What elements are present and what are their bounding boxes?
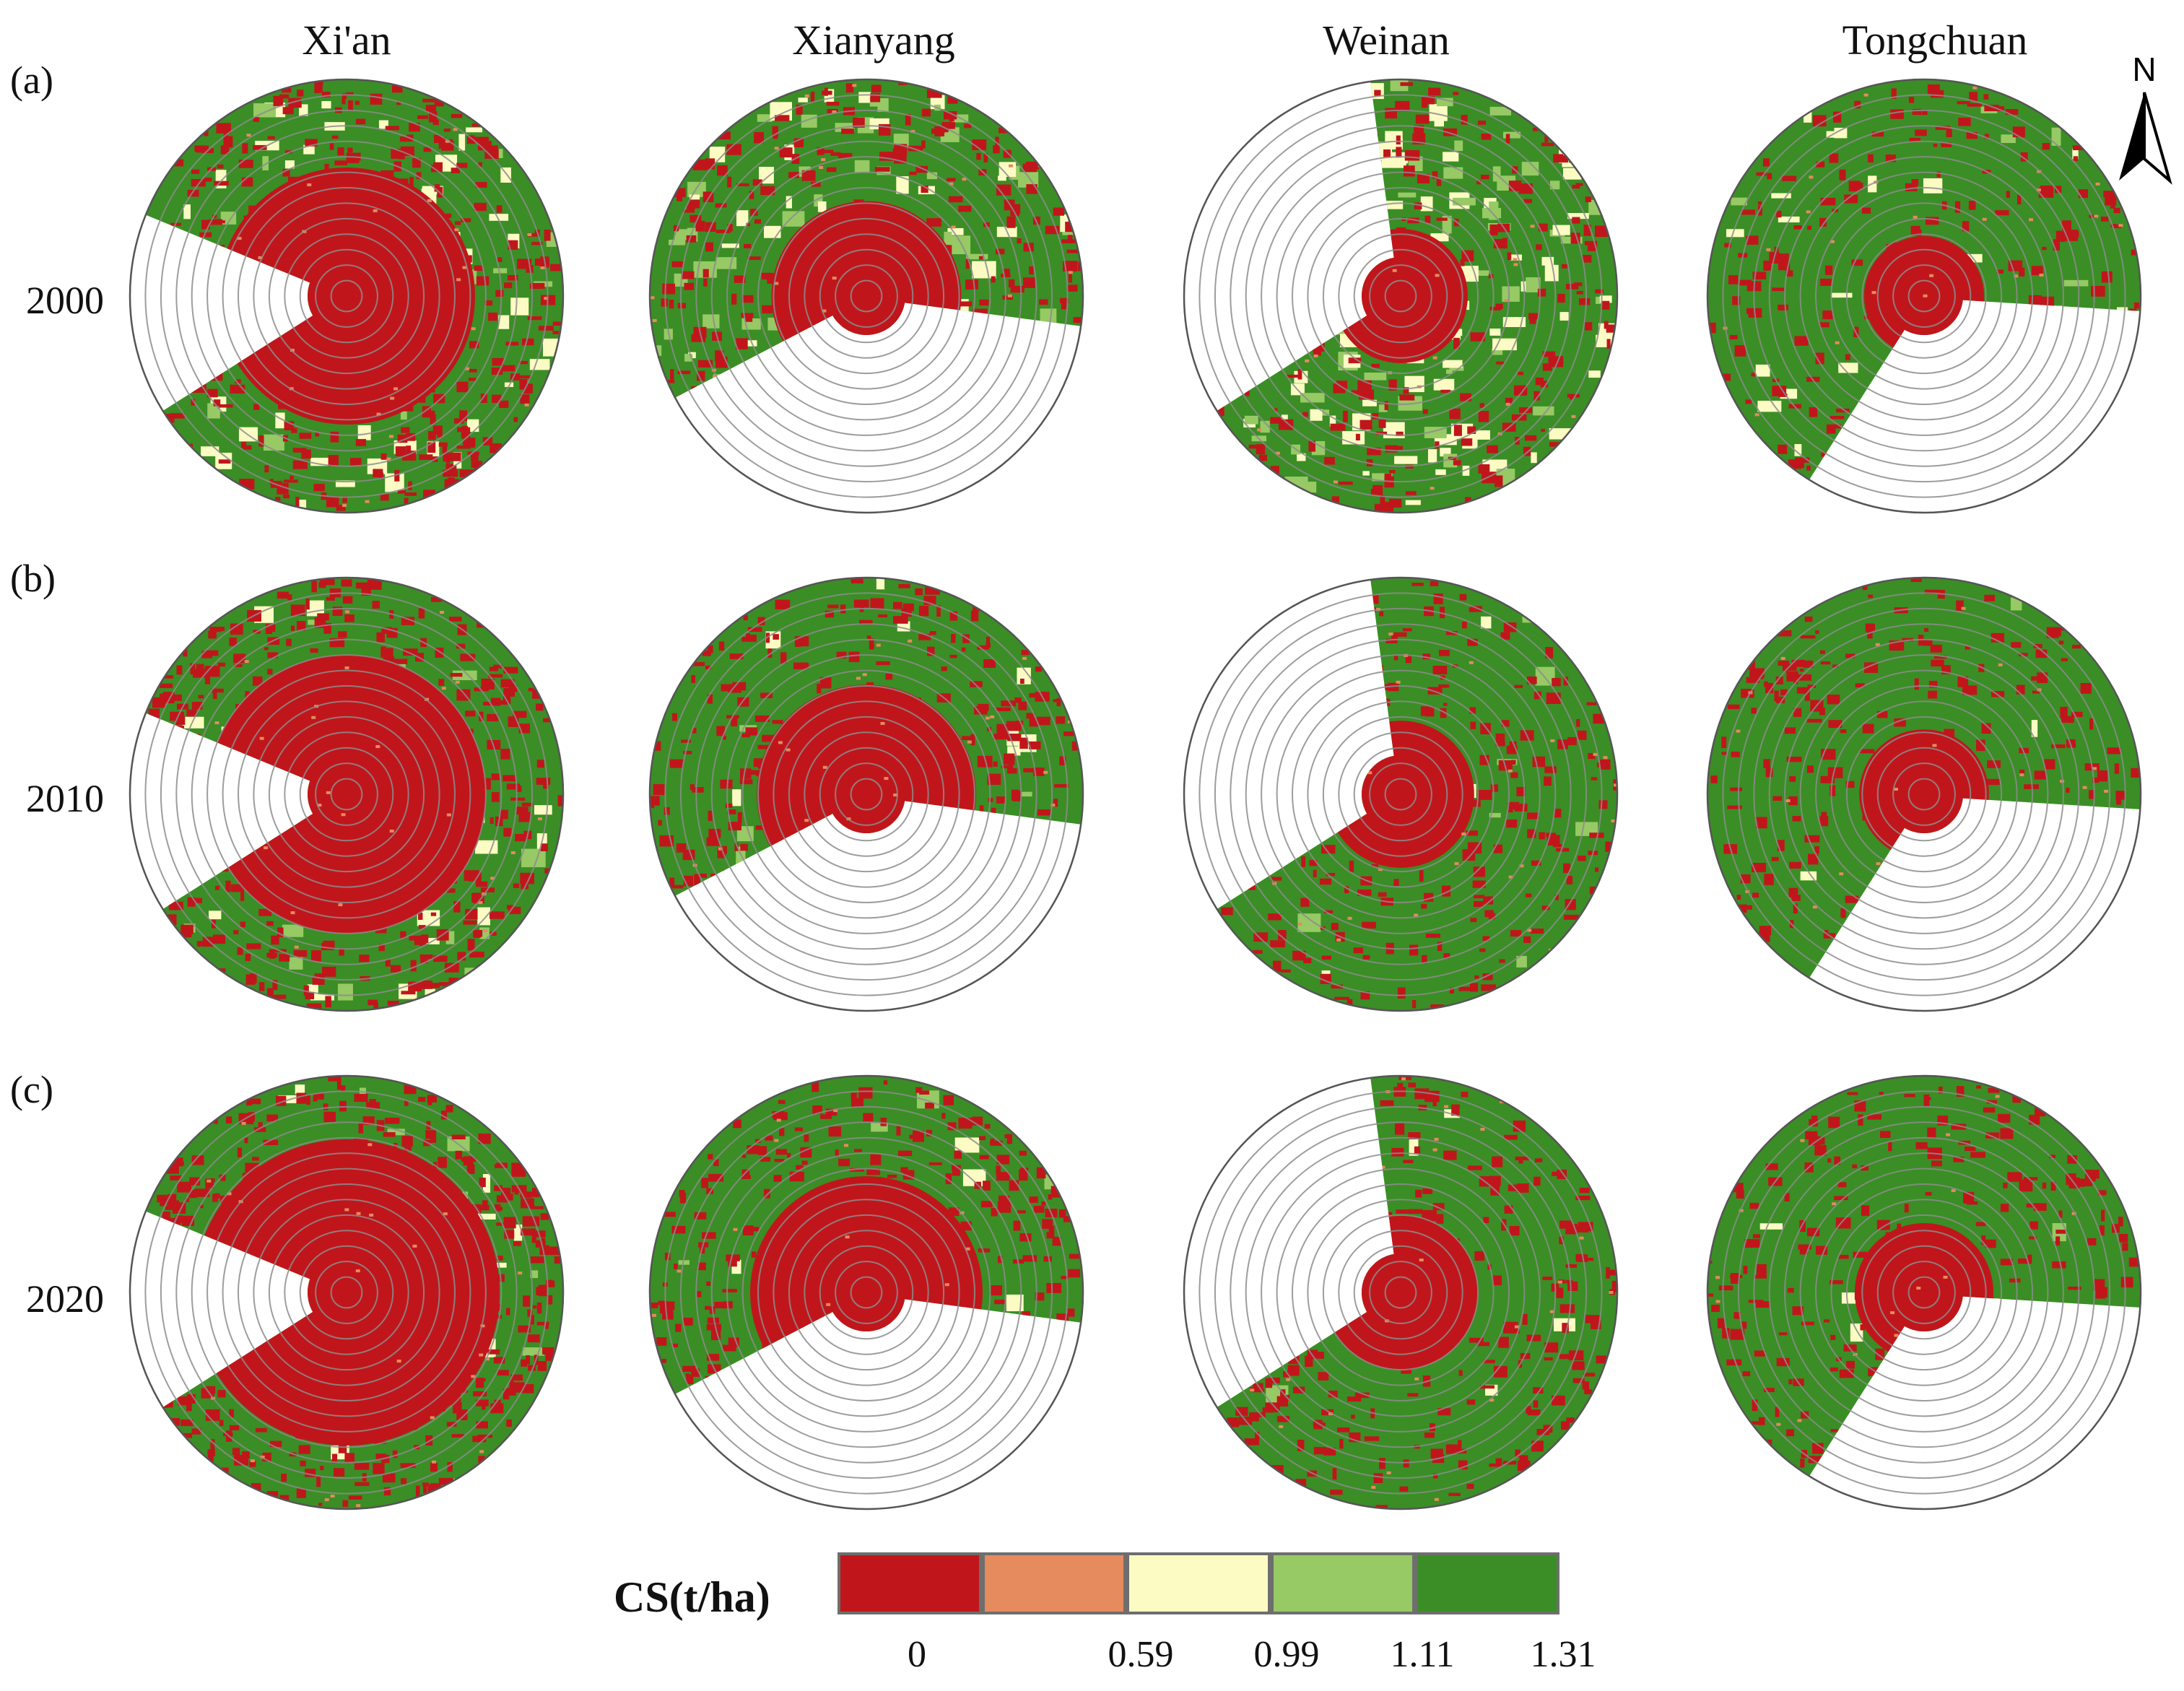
map-panel-xianyang-2020 <box>643 1069 1090 1516</box>
legend-tick-0: 0 <box>908 1634 926 1675</box>
map-panel-tongchuan-2000 <box>1700 72 2148 520</box>
legend-swatch-3 <box>1126 1552 1271 1614</box>
map-panel-xianyang-2010 <box>643 570 1090 1018</box>
legend-tick-131: 1.31 <box>1530 1634 1596 1675</box>
column-label-xianyang: Xianyang <box>792 17 955 64</box>
column-label-tongchuan: Tongchuan <box>1842 17 2028 64</box>
north-label: N <box>2132 51 2156 88</box>
legend-swatch-4 <box>1271 1552 1415 1614</box>
map-panel-xian-2020 <box>123 1069 570 1516</box>
legend-title: CS(t/ha) <box>614 1573 770 1621</box>
map-panel-weinan-2000 <box>1177 72 1624 520</box>
row-year-2010: 2010 <box>26 777 104 820</box>
row-tag-c: (c) <box>10 1068 53 1111</box>
legend-swatch-5 <box>1415 1552 1559 1614</box>
map-panel-tongchuan-2010 <box>1700 570 2148 1018</box>
legend-swatch-1 <box>838 1552 982 1614</box>
map-panel-xian-2000 <box>123 72 570 520</box>
row-year-2020: 2020 <box>26 1277 104 1321</box>
north-arrow-icon: N <box>2119 51 2172 185</box>
map-panel-weinan-2020 <box>1177 1069 1624 1516</box>
legend-tick-059: 0.59 <box>1108 1634 1174 1675</box>
legend: CS(t/ha) 0 0.59 0.99 1.11 1.31 <box>599 1545 1624 1690</box>
legend-tick-111: 1.11 <box>1390 1634 1455 1675</box>
row-year-2000: 2000 <box>26 279 104 322</box>
column-label-weinan: Weinan <box>1323 17 1450 64</box>
column-label-xian: Xi'an <box>302 17 391 64</box>
map-panel-tongchuan-2020 <box>1700 1069 2148 1516</box>
row-tag-a: (a) <box>10 58 53 102</box>
row-tag-b: (b) <box>10 557 56 600</box>
legend-tick-099: 0.99 <box>1253 1634 1320 1675</box>
map-panel-xianyang-2000 <box>643 72 1090 520</box>
map-panel-xian-2010 <box>123 570 570 1018</box>
map-panel-weinan-2010 <box>1177 570 1624 1018</box>
north-arrow: N <box>2112 51 2177 188</box>
legend-swatch-2 <box>982 1552 1126 1614</box>
